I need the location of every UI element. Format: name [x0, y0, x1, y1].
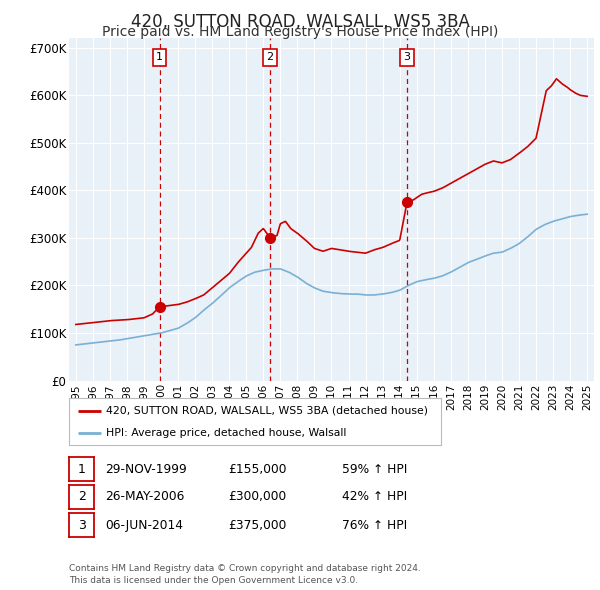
Text: 1: 1 — [156, 53, 163, 63]
Text: 420, SUTTON ROAD, WALSALL, WS5 3BA: 420, SUTTON ROAD, WALSALL, WS5 3BA — [131, 13, 469, 31]
Text: 420, SUTTON ROAD, WALSALL, WS5 3BA (detached house): 420, SUTTON ROAD, WALSALL, WS5 3BA (deta… — [106, 406, 428, 416]
Text: £375,000: £375,000 — [228, 519, 286, 532]
Text: Price paid vs. HM Land Registry's House Price Index (HPI): Price paid vs. HM Land Registry's House … — [102, 25, 498, 40]
Text: £155,000: £155,000 — [228, 463, 287, 476]
Text: 29-NOV-1999: 29-NOV-1999 — [105, 463, 187, 476]
Text: 59% ↑ HPI: 59% ↑ HPI — [342, 463, 407, 476]
Text: 3: 3 — [77, 519, 86, 532]
Text: £300,000: £300,000 — [228, 490, 286, 503]
Text: 2: 2 — [266, 53, 274, 63]
Text: 42% ↑ HPI: 42% ↑ HPI — [342, 490, 407, 503]
Text: 1: 1 — [77, 463, 86, 476]
Text: HPI: Average price, detached house, Walsall: HPI: Average price, detached house, Wals… — [106, 428, 347, 438]
Text: 2: 2 — [77, 490, 86, 503]
Text: Contains HM Land Registry data © Crown copyright and database right 2024.
This d: Contains HM Land Registry data © Crown c… — [69, 565, 421, 585]
Text: 26-MAY-2006: 26-MAY-2006 — [105, 490, 184, 503]
Text: 06-JUN-2014: 06-JUN-2014 — [105, 519, 183, 532]
Text: 3: 3 — [404, 53, 410, 63]
Text: 76% ↑ HPI: 76% ↑ HPI — [342, 519, 407, 532]
